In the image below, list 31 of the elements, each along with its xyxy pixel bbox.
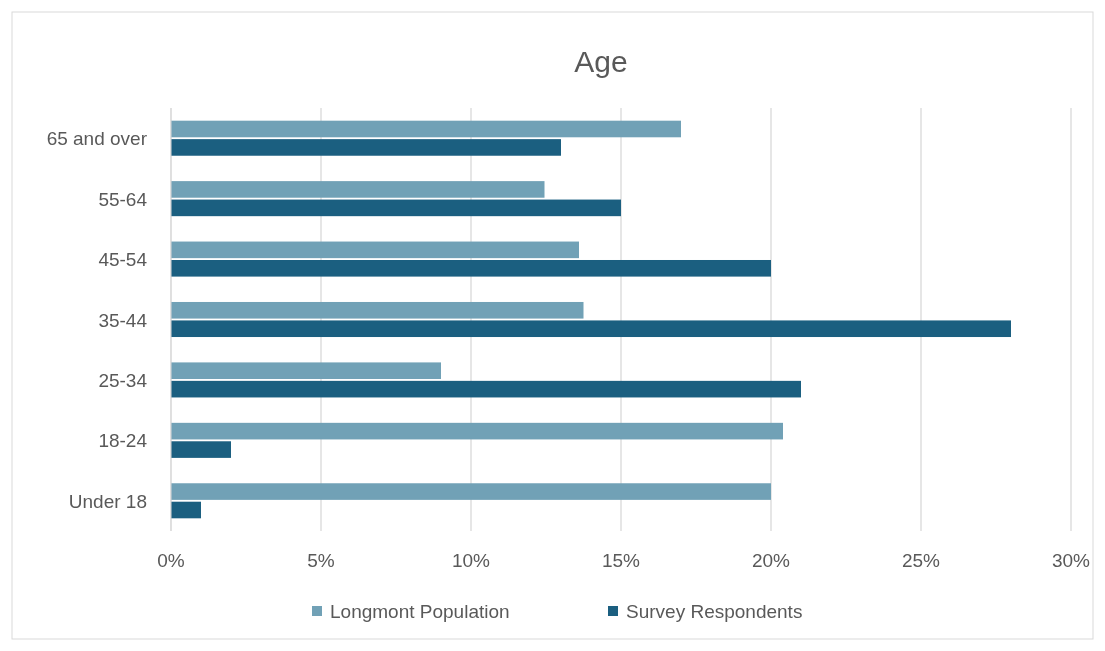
bar — [171, 199, 621, 217]
bar — [171, 301, 584, 319]
legend-label: Survey Respondents — [626, 601, 803, 622]
x-tick-label: 10% — [451, 550, 491, 571]
bar — [171, 362, 441, 380]
x-tick-label: 20% — [751, 550, 791, 571]
bar — [171, 380, 801, 398]
bar — [171, 120, 681, 138]
y-tick-label: Under 18 — [68, 490, 147, 512]
bar — [171, 139, 561, 156]
y-tick-label: 35-44 — [98, 309, 148, 331]
x-tick-label: 0% — [157, 550, 185, 571]
bar — [171, 483, 771, 500]
legend-label: Longmont Population — [330, 601, 510, 622]
y-tick-label: 25-34 — [98, 369, 148, 391]
bar — [171, 181, 545, 198]
y-tick-label: 18-24 — [98, 430, 148, 452]
bar — [171, 320, 1011, 338]
x-tick-label: 5% — [307, 550, 335, 571]
bar — [171, 241, 579, 259]
y-tick-label: 45-54 — [98, 249, 148, 271]
y-tick-label: 65 and over — [46, 128, 148, 150]
x-tick-label: 25% — [901, 550, 941, 571]
chart-title: Age — [574, 45, 628, 78]
bar — [171, 422, 783, 440]
x-tick-label: 30% — [1051, 550, 1091, 571]
y-tick-label: 55-64 — [98, 188, 148, 210]
bar — [171, 259, 771, 277]
x-tick-label: 15% — [601, 550, 641, 571]
bar — [171, 501, 201, 519]
bar — [171, 441, 231, 458]
